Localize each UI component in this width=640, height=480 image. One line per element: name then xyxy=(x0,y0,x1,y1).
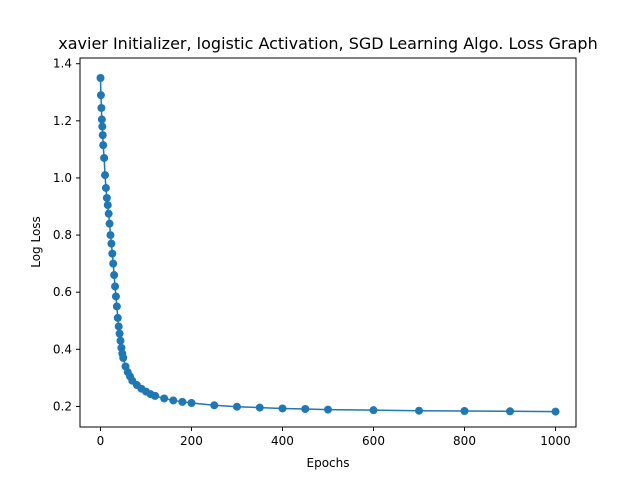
plot-area xyxy=(96,73,560,416)
data-point xyxy=(255,403,264,412)
x-tick-label: 200 xyxy=(180,434,203,448)
data-point xyxy=(369,406,378,415)
data-point xyxy=(169,396,178,405)
data-point xyxy=(113,313,122,322)
series-line xyxy=(99,77,556,413)
data-point xyxy=(551,407,560,416)
data-point xyxy=(116,336,125,345)
data-point xyxy=(102,193,111,202)
data-point xyxy=(109,259,118,268)
data-point xyxy=(301,405,310,414)
y-tick-label: 0.6 xyxy=(53,285,72,299)
x-tick-label: 800 xyxy=(453,434,476,448)
data-point xyxy=(108,249,117,258)
y-tick-label: 0.2 xyxy=(53,399,72,413)
x-tick-label: 1000 xyxy=(540,434,571,448)
data-point xyxy=(103,201,112,210)
data-point xyxy=(97,115,106,124)
data-point xyxy=(151,391,160,400)
y-axis-label: Log Loss xyxy=(29,216,43,268)
data-point xyxy=(278,404,287,413)
x-axis-label: Epochs xyxy=(307,456,350,470)
data-point xyxy=(96,73,105,82)
data-point xyxy=(106,231,115,240)
data-point xyxy=(232,402,241,411)
axes: 0 200 400 600 800 1000 0.2 0.4 0.6 0.8 1.0 1.2 1.4 xyxy=(53,57,577,448)
data-point xyxy=(101,171,110,180)
data-point xyxy=(115,329,124,338)
data-point xyxy=(111,292,120,301)
data-point xyxy=(187,399,196,408)
data-point xyxy=(210,401,219,410)
data-point xyxy=(324,405,332,414)
data-point xyxy=(111,282,120,291)
y-tick-label: 0.4 xyxy=(53,342,72,356)
chart-title: xavier Initializer, logistic Activation,… xyxy=(58,34,597,53)
data-point xyxy=(506,407,515,416)
data-point xyxy=(119,353,128,362)
data-point xyxy=(415,406,424,415)
y-tick-label: 1.2 xyxy=(53,114,72,128)
data-point xyxy=(178,397,187,406)
data-point xyxy=(160,394,169,403)
y-tick-label: 0.8 xyxy=(53,228,72,242)
y-tick-label: 1.4 xyxy=(53,57,72,71)
x-tick-label: 0 xyxy=(97,434,105,448)
data-point xyxy=(110,271,119,280)
data-point xyxy=(107,239,116,248)
x-tick-label: 400 xyxy=(271,434,294,448)
data-point xyxy=(104,209,113,218)
axes-frame xyxy=(79,57,577,428)
data-point xyxy=(97,103,106,112)
data-point xyxy=(460,407,469,416)
y-tick-label: 1.0 xyxy=(53,171,72,185)
data-point xyxy=(105,219,114,228)
x-tick-label: 600 xyxy=(362,434,385,448)
data-point xyxy=(98,131,107,140)
data-point xyxy=(100,153,109,162)
data-point xyxy=(101,183,110,192)
data-point xyxy=(99,141,108,150)
data-point xyxy=(98,122,107,131)
data-point xyxy=(112,302,121,311)
data-point xyxy=(96,91,105,100)
data-point xyxy=(114,322,123,331)
